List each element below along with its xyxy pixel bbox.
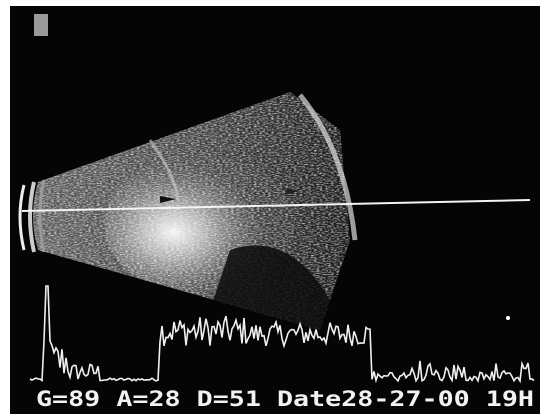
gain-label: G=89 xyxy=(36,387,100,411)
dot-marker xyxy=(506,316,510,320)
date-label: Date28-27-00 xyxy=(277,387,470,411)
page: {"status_bar": {"gain": "G=89", "a": "A=… xyxy=(0,0,546,420)
a-label: A=28 xyxy=(116,387,180,411)
d-label: D=51 xyxy=(197,387,261,411)
marker-square xyxy=(34,14,48,36)
status-bar: G=89 A=28 D=51 Date28-27-00 19H xyxy=(36,387,534,411)
mode-label: 19H xyxy=(486,387,534,411)
ultrasound-screen: G=89 A=28 D=51 Date28-27-00 19H xyxy=(0,0,546,420)
